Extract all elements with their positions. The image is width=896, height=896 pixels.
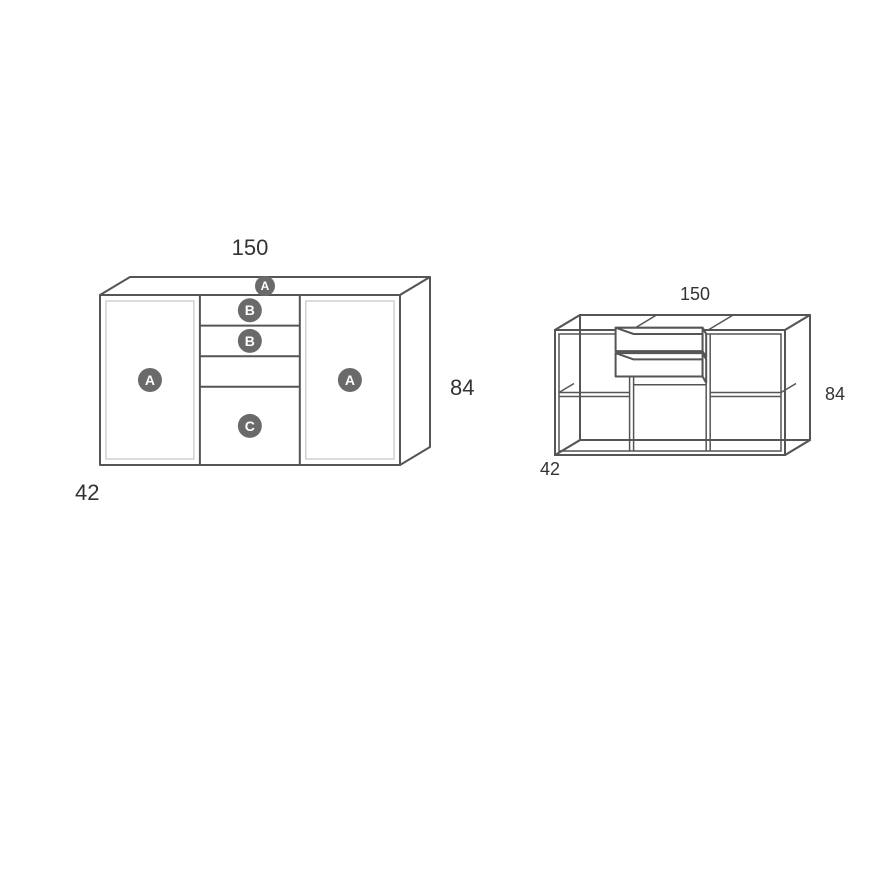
svg-text:B: B: [245, 302, 255, 318]
svg-text:C: C: [245, 418, 255, 434]
dim-height: 84: [450, 375, 474, 400]
svg-text:A: A: [261, 279, 270, 293]
dim-depth: 42: [540, 459, 560, 479]
dim-depth: 42: [75, 480, 99, 505]
svg-text:B: B: [245, 333, 255, 349]
svg-text:A: A: [145, 372, 155, 388]
dim-width: 150: [232, 235, 269, 260]
left-diagram: 150 84 42: [75, 235, 474, 505]
dim-width: 150: [680, 284, 710, 304]
svg-text:A: A: [345, 372, 355, 388]
dim-height: 84: [825, 384, 845, 404]
right-diagram: 150 84 42: [540, 284, 845, 479]
